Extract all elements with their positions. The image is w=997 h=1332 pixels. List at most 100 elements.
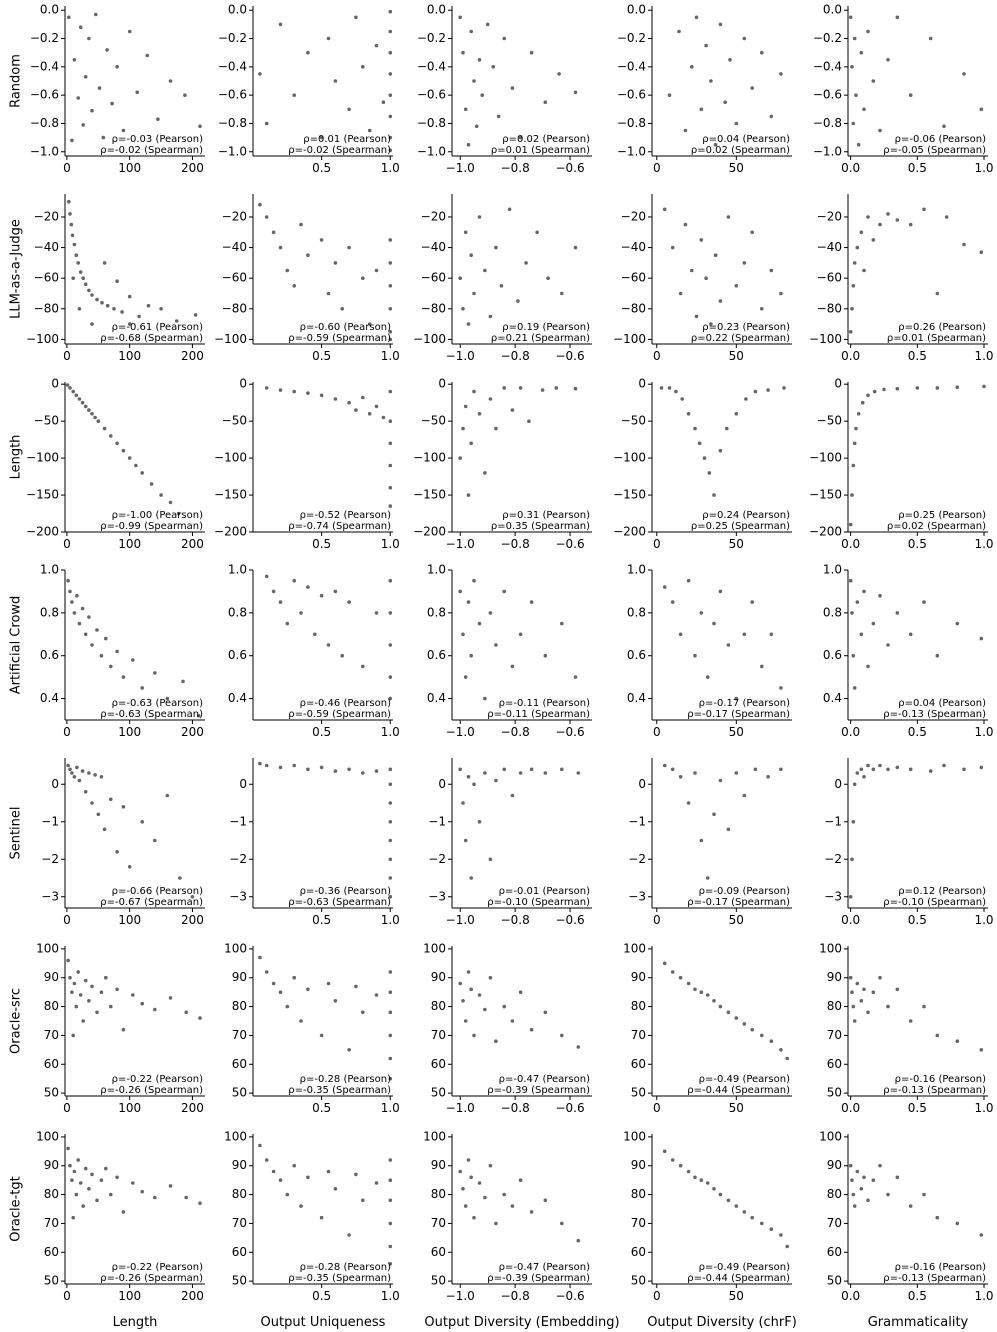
x-tick-label-length_metric-grammaticality-2: 1.0 <box>974 537 993 551</box>
point-length_metric-length-19 <box>159 493 163 497</box>
y-tick-label-oracle_tgt-grammaticality-1: 90 <box>827 1158 842 1172</box>
y-tick-label-llm_judge-length-4: −100 <box>26 332 59 346</box>
x-tick-label-length_metric-div_embedding-1: −0.8 <box>501 537 530 551</box>
point-length_metric-div_embedding-16 <box>573 386 578 391</box>
point-oracle_src-div_chrf-3 <box>686 981 691 986</box>
point-llm_judge-uniqueness-0 <box>258 202 262 207</box>
point-oracle_src-div_embedding-13 <box>529 1027 534 1032</box>
point-length_metric-div_chrf-13 <box>744 397 748 401</box>
column-label-div_embedding: Output Diversity (Embedding) <box>424 1315 619 1330</box>
point-oracle_tgt-length-6 <box>76 1158 80 1162</box>
point-llm_judge-div_embedding-3 <box>466 322 471 326</box>
point-oracle_src-div_embedding-2 <box>463 1019 468 1023</box>
point-length_metric-length-17 <box>140 471 144 475</box>
point-random-length-5 <box>81 123 85 127</box>
y-tick-label-oracle_tgt-div_chrf-4: 60 <box>631 1245 646 1259</box>
point-artificial_crowd-length-8 <box>87 615 91 619</box>
y-tick-label-length_metric-grammaticality-3: −150 <box>809 488 842 502</box>
y-tick-label-sentinel-div_chrf-0: 0 <box>638 777 646 791</box>
point-sentinel-div_embedding-2 <box>463 838 468 843</box>
point-sentinel-uniqueness-7 <box>347 767 351 772</box>
spearman-label-oracle_src-uniqueness: ρ=-0.35 (Spearman) <box>288 1085 391 1096</box>
point-sentinel-grammaticality-10 <box>886 767 890 772</box>
y-tick-label-oracle_src-div_embedding-5: 50 <box>431 1086 446 1100</box>
point-oracle_tgt-grammaticality-15 <box>955 1221 960 1226</box>
x-tick-label-oracle_tgt-uniqueness-1: 1.0 <box>381 1289 400 1303</box>
point-oracle_tgt-length-15 <box>109 1192 113 1197</box>
point-random-div_embedding-7 <box>477 58 482 62</box>
y-tick-label-length_metric-div_chrf-0: 0 <box>638 377 646 391</box>
pearson-label-length_metric-div_embedding: ρ=0.31 (Pearson) <box>502 510 590 521</box>
pearson-label-random-length: ρ=-0.03 (Pearson) <box>112 134 203 145</box>
point-random-div_embedding-17 <box>557 72 561 76</box>
y-tick-label-random-length-2: −0.4 <box>30 59 59 73</box>
point-length_metric-grammaticality-2 <box>851 463 856 468</box>
point-oracle_tgt-length-17 <box>121 1210 126 1214</box>
y-tick-label-oracle_src-uniqueness-1: 90 <box>232 970 247 984</box>
y-tick-label-random-div_embedding-3: −0.6 <box>417 88 446 102</box>
point-oracle_tgt-uniqueness-8 <box>319 1215 324 1220</box>
point-llm_judge-uniqueness-14 <box>367 322 372 326</box>
point-sentinel-div_chrf-1 <box>670 767 675 772</box>
x-tick-label-length_metric-grammaticality-1: 0.5 <box>908 537 927 551</box>
point-llm_judge-uniqueness-5 <box>292 284 297 288</box>
y-tick-label-oracle_src-uniqueness-4: 60 <box>232 1057 247 1071</box>
point-oracle_tgt-div_chrf-1 <box>670 1158 675 1162</box>
point-oracle_src-div_embedding-10 <box>502 1004 507 1009</box>
point-random-grammaticality-8 <box>866 29 870 34</box>
x-tick-label-oracle_src-div_chrf-0: 0 <box>653 1101 661 1115</box>
point-oracle_src-grammaticality-0 <box>848 975 853 980</box>
y-tick-label-artificial_crowd-div_embedding-2: 0.6 <box>427 648 446 662</box>
point-sentinel-uniqueness-14 <box>388 838 393 843</box>
point-artificial_crowd-length-20 <box>181 679 185 684</box>
point-sentinel-uniqueness-8 <box>361 771 365 775</box>
point-sentinel-div_embedding-13 <box>529 767 534 772</box>
point-random-div_chrf-17 <box>779 72 783 76</box>
x-tick-label-llm_judge-length-2: 200 <box>181 349 204 363</box>
spearman-label-oracle_tgt-uniqueness: ρ=-0.35 (Spearman) <box>288 1273 391 1284</box>
x-tick-label-oracle_src-div_embedding-1: −0.8 <box>501 1101 530 1115</box>
x-tick-label-artificial_crowd-grammaticality-2: 1.0 <box>974 725 993 739</box>
point-artificial_crowd-length-12 <box>104 636 108 641</box>
point-length_metric-div_embedding-7 <box>483 471 487 475</box>
point-random-length-3 <box>76 96 80 100</box>
point-oracle_src-length-14 <box>104 975 108 980</box>
point-length_metric-div_chrf-7 <box>702 456 707 460</box>
point-random-uniqueness-1 <box>264 121 269 126</box>
point-llm_judge-uniqueness-11 <box>340 307 345 311</box>
point-sentinel-grammaticality-16 <box>979 765 984 770</box>
point-artificial_crowd-div_chrf-3 <box>686 578 691 583</box>
point-oracle_src-div_embedding-5 <box>472 1033 476 1038</box>
point-length_metric-length-12 <box>109 434 113 438</box>
point-random-div_embedding-9 <box>485 22 490 27</box>
point-sentinel-length-16 <box>121 805 126 809</box>
y-tick-label-artificial_crowd-uniqueness-3: 0.4 <box>228 691 247 705</box>
y-tick-label-sentinel-length-0: 0 <box>51 777 59 791</box>
column-label-grammaticality: Grammaticality <box>868 1315 969 1330</box>
point-sentinel-div_embedding-4 <box>469 876 474 880</box>
point-llm_judge-div_chrf-5 <box>694 314 699 319</box>
point-artificial_crowd-div_chrf-10 <box>734 696 739 701</box>
point-oracle_src-div_chrf-12 <box>750 1027 754 1032</box>
point-oracle_src-div_chrf-14 <box>769 1039 774 1043</box>
point-artificial_crowd-length-9 <box>90 643 94 647</box>
y-tick-label-llm_judge-grammaticality-4: −100 <box>809 332 842 346</box>
point-artificial_crowd-uniqueness-15 <box>388 578 393 583</box>
spearman-label-sentinel-uniqueness: ρ=-0.63 (Spearman) <box>288 897 391 908</box>
pearson-label-artificial_crowd-div_chrf: ρ=-0.17 (Pearson) <box>699 698 790 709</box>
point-llm_judge-uniqueness-10 <box>333 261 338 265</box>
point-length_metric-grammaticality-4 <box>854 426 858 431</box>
y-tick-label-random-div_embedding-5: −1.0 <box>417 144 446 158</box>
point-length_metric-grammaticality-11 <box>915 386 920 390</box>
x-tick-label-artificial_crowd-grammaticality-0: 0.0 <box>841 725 860 739</box>
y-tick-label-oracle_tgt-length-4: 60 <box>44 1245 59 1259</box>
point-llm_judge-length-25 <box>90 322 94 326</box>
x-tick-label-random-length-0: 0 <box>63 161 71 175</box>
point-llm_judge-grammaticality-17 <box>979 250 984 254</box>
point-sentinel-uniqueness-13 <box>388 820 393 824</box>
point-random-div_chrf-1 <box>677 29 681 34</box>
point-oracle_tgt-length-11 <box>90 1172 94 1177</box>
point-random-uniqueness-8 <box>347 107 351 112</box>
point-artificial_crowd-div_embedding-11 <box>510 664 515 669</box>
